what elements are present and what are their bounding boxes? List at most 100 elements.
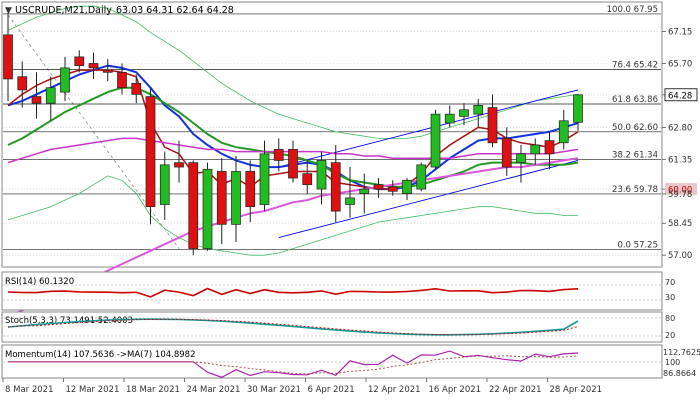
rsi-panel-frame [1,271,663,311]
bollinger-bands [7,5,579,256]
price-tick-label: 65.70 [668,59,692,69]
candle-body [117,71,127,89]
candle-body [501,138,512,168]
chart-ohlc: 63.03 64.31 62.64 64.28 [116,5,234,16]
candle-body [131,82,142,95]
fib-label: 50.0 62.60 [612,123,658,133]
candle-body [102,69,113,73]
trend-channel [278,89,579,238]
candle-body [430,113,441,168]
channel-line [278,89,579,168]
candle-body [31,96,42,104]
stoch-tick-80: 80 [665,314,675,323]
candle-body [402,179,412,194]
momentum-tick-low: 86.8664 [663,369,696,378]
fib-label: 23.6 59.78 [612,185,658,195]
candlesticks [3,12,583,256]
date-axis: 8 Mar 2021 12 Mar 2021 18 Mar 2021 24 Mar 2… [2,378,603,395]
candle-body [544,140,555,155]
candle-body [74,56,85,67]
stoch-tick-20: 20 [665,331,675,340]
candle-body [145,96,156,208]
momentum-label: Momentum(14) 107.5636 ->MA(7) 104.8982 [5,350,195,360]
momentum-tick-mid: 100 [665,358,680,367]
date-tick-label: 12 Mar 2021 [66,385,120,395]
date-tick-label: 12 Apr 2021 [368,385,421,395]
momentum-tick-high: 112.7625 [663,348,700,357]
candle-body [359,188,370,194]
date-tick-label: 30 Mar 2021 [247,385,301,395]
fib-label: 0.0 57.25 [617,241,658,251]
stoch-d-line [7,318,579,336]
momentum-ma-line [8,355,579,375]
candle-body [288,149,298,179]
ma-line-bollinger-lower [7,175,578,256]
candle-body [558,120,569,144]
main-panel-frame [1,1,663,268]
candle-body [473,105,484,115]
candle-body [60,67,70,93]
price-tick-label: 61.35 [668,155,692,165]
stoch-indicator [3,317,661,337]
highlight-price-box [665,183,697,196]
candle-body [573,94,583,123]
date-tick-label: 22 Apr 2021 [489,385,542,395]
candle-body [459,109,469,117]
candle-body [188,162,199,249]
candle-body [231,171,241,225]
date-tick-label: 18 Mar 2021 [126,385,180,395]
candle-body [216,171,227,225]
fib-label: 100.0 67.95 [607,5,658,15]
candle-body [174,162,184,168]
candle-body [302,173,313,186]
candle-body [373,184,384,190]
date-tick-label: 24 Mar 2021 [187,385,241,395]
current-price-label: 64.28 [668,91,692,101]
rsi-tick-30: 30 [665,293,675,302]
fib-label: 38.2 61.34 [612,151,658,161]
candle-body [530,144,541,155]
candle-body [273,149,284,161]
momentum-indicator [3,350,661,378]
stoch-label: Stoch(5,3,3) 73.1491 52.4003 [5,316,133,326]
channel-line [278,160,579,238]
current-price-box [664,88,698,102]
candle-body [88,63,99,69]
stoch-k-line [7,318,579,336]
candle-body [444,113,455,124]
candle-body [202,168,213,249]
candle-body [245,171,256,208]
ma-line-bollinger-upper [7,5,579,139]
rsi-line [7,287,579,298]
candle-body [330,162,341,212]
date-tick-label: 28 Apr 2021 [550,385,603,395]
price-tick-label: 67.15 [668,28,692,38]
candle-body [416,164,427,190]
rsi-label: RSI(14) 60.1320 [5,277,74,287]
candle-body [17,76,28,91]
candle-body [387,186,398,192]
date-tick-label: 6 Apr 2021 [308,385,355,395]
candle-body [159,164,170,205]
candle-body [516,153,526,163]
candle-body [259,153,270,205]
candle-body [316,160,327,190]
fib-label: 76.4 65.42 [612,61,658,71]
date-tick-label: 16 Apr 2021 [429,385,482,395]
price-tick-label: 62.80 [668,123,692,133]
date-tick-label: 8 Mar 2021 [5,385,53,395]
collapse-arrow-icon[interactable]: ▼ [5,6,12,16]
rsi-indicator [3,284,661,301]
candle-body [45,87,56,104]
rsi-tick-70: 70 [665,278,675,287]
stoch-panel-frame [1,311,663,343]
price-tick-label: 58.45 [668,219,692,229]
candle-body [487,107,498,144]
chart-symbol: USCRUDE,M21,Daily [15,5,112,16]
highlight-price-label: 60.00 [668,186,692,196]
candle-body [345,197,355,205]
fib-label: 61.8 63.86 [612,95,658,105]
